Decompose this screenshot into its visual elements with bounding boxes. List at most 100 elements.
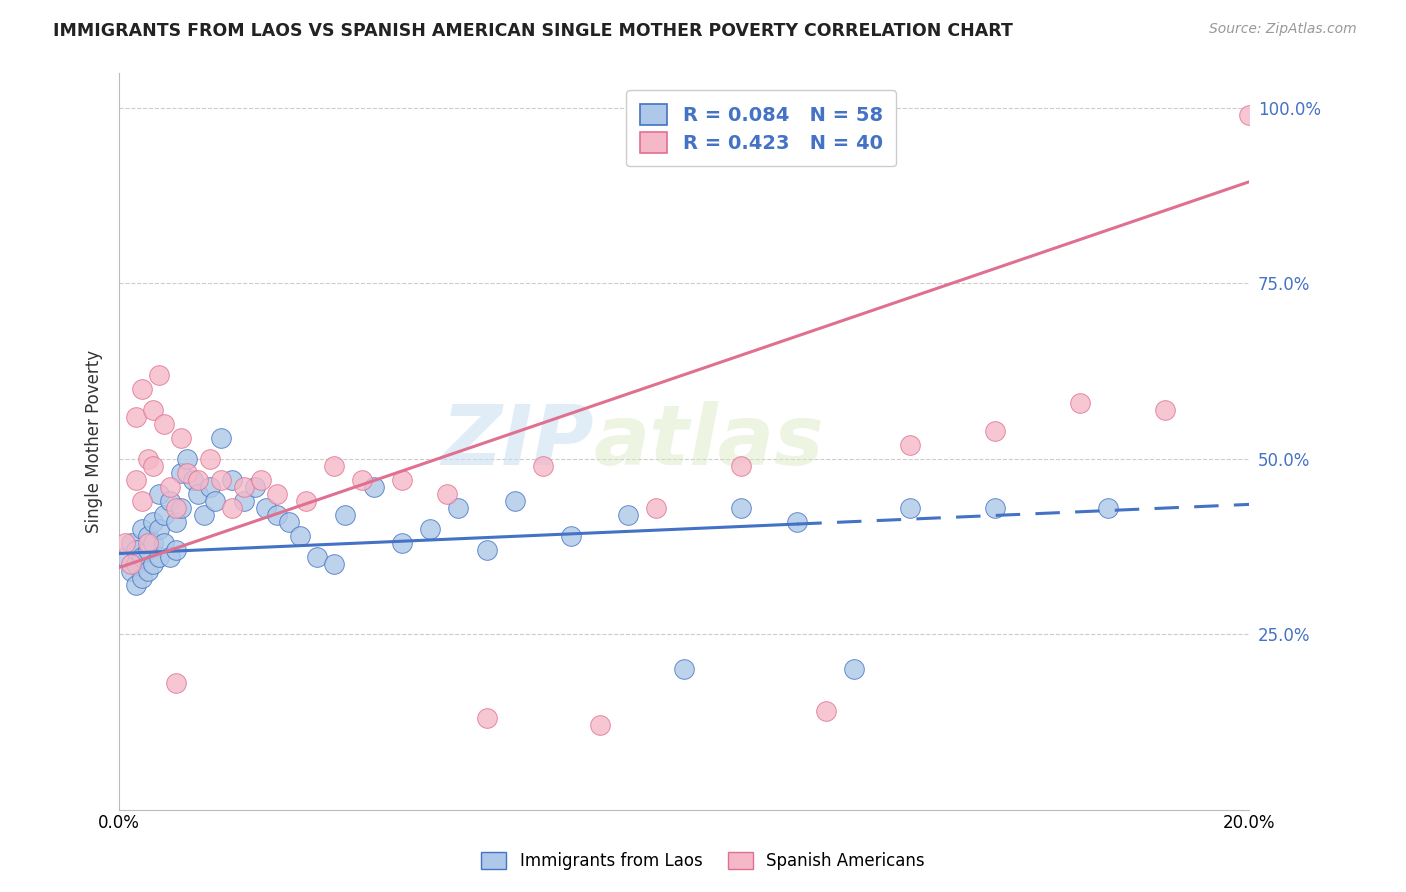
Point — [898, 438, 921, 452]
Point — [159, 549, 181, 564]
Point — [148, 522, 170, 536]
Point — [142, 557, 165, 571]
Point — [266, 508, 288, 522]
Point — [436, 487, 458, 501]
Point — [1239, 108, 1261, 122]
Point — [131, 382, 153, 396]
Point — [159, 480, 181, 494]
Point — [984, 500, 1007, 515]
Point — [131, 571, 153, 585]
Point — [131, 549, 153, 564]
Point — [243, 480, 266, 494]
Point — [198, 451, 221, 466]
Point — [588, 718, 610, 732]
Point — [153, 536, 176, 550]
Y-axis label: Single Mother Poverty: Single Mother Poverty — [86, 350, 103, 533]
Point — [984, 424, 1007, 438]
Point — [187, 487, 209, 501]
Point — [898, 500, 921, 515]
Text: IMMIGRANTS FROM LAOS VS SPANISH AMERICAN SINGLE MOTHER POVERTY CORRELATION CHART: IMMIGRANTS FROM LAOS VS SPANISH AMERICAN… — [53, 22, 1014, 40]
Point — [209, 431, 232, 445]
Point — [842, 662, 865, 676]
Point — [266, 487, 288, 501]
Point — [136, 529, 159, 543]
Point — [730, 458, 752, 473]
Point — [560, 529, 582, 543]
Point — [131, 494, 153, 508]
Point — [204, 494, 226, 508]
Point — [617, 508, 640, 522]
Point — [673, 662, 696, 676]
Point — [187, 473, 209, 487]
Point — [176, 451, 198, 466]
Point — [232, 494, 254, 508]
Point — [136, 536, 159, 550]
Text: ZIP: ZIP — [441, 401, 593, 482]
Point — [198, 480, 221, 494]
Point — [165, 676, 187, 690]
Point — [475, 543, 498, 558]
Point — [352, 473, 374, 487]
Point — [159, 494, 181, 508]
Point — [136, 564, 159, 578]
Text: Source: ZipAtlas.com: Source: ZipAtlas.com — [1209, 22, 1357, 37]
Point — [221, 473, 243, 487]
Point — [148, 368, 170, 382]
Point — [114, 549, 136, 564]
Point — [288, 529, 311, 543]
Point — [131, 522, 153, 536]
Point — [120, 557, 142, 571]
Point — [176, 466, 198, 480]
Point — [170, 500, 193, 515]
Point — [114, 536, 136, 550]
Point — [125, 578, 148, 592]
Point — [165, 500, 187, 515]
Point — [125, 557, 148, 571]
Point — [1153, 402, 1175, 417]
Point — [391, 536, 413, 550]
Point — [391, 473, 413, 487]
Point — [125, 409, 148, 424]
Point — [323, 458, 346, 473]
Point — [294, 494, 316, 508]
Point — [249, 473, 271, 487]
Point — [1069, 395, 1091, 409]
Point — [447, 500, 470, 515]
Point — [645, 500, 668, 515]
Point — [170, 431, 193, 445]
Text: atlas: atlas — [593, 401, 824, 482]
Point — [142, 515, 165, 529]
Point — [814, 704, 837, 718]
Point — [193, 508, 215, 522]
Point — [125, 473, 148, 487]
Legend: R = 0.084   N = 58, R = 0.423   N = 40: R = 0.084 N = 58, R = 0.423 N = 40 — [626, 90, 897, 167]
Point — [142, 402, 165, 417]
Point — [305, 549, 328, 564]
Point — [419, 522, 441, 536]
Point — [323, 557, 346, 571]
Point — [148, 549, 170, 564]
Point — [1097, 500, 1119, 515]
Point — [503, 494, 526, 508]
Point — [165, 543, 187, 558]
Point — [254, 500, 277, 515]
Point — [148, 487, 170, 501]
Point — [142, 458, 165, 473]
Point — [221, 500, 243, 515]
Point — [120, 564, 142, 578]
Point — [335, 508, 357, 522]
Point — [142, 536, 165, 550]
Point — [120, 536, 142, 550]
Point — [136, 543, 159, 558]
Point — [786, 515, 808, 529]
Point — [209, 473, 232, 487]
Legend: Immigrants from Laos, Spanish Americans: Immigrants from Laos, Spanish Americans — [475, 845, 931, 877]
Point — [363, 480, 385, 494]
Point — [125, 543, 148, 558]
Point — [232, 480, 254, 494]
Point — [170, 466, 193, 480]
Point — [730, 500, 752, 515]
Point — [165, 515, 187, 529]
Point — [531, 458, 554, 473]
Point — [153, 417, 176, 431]
